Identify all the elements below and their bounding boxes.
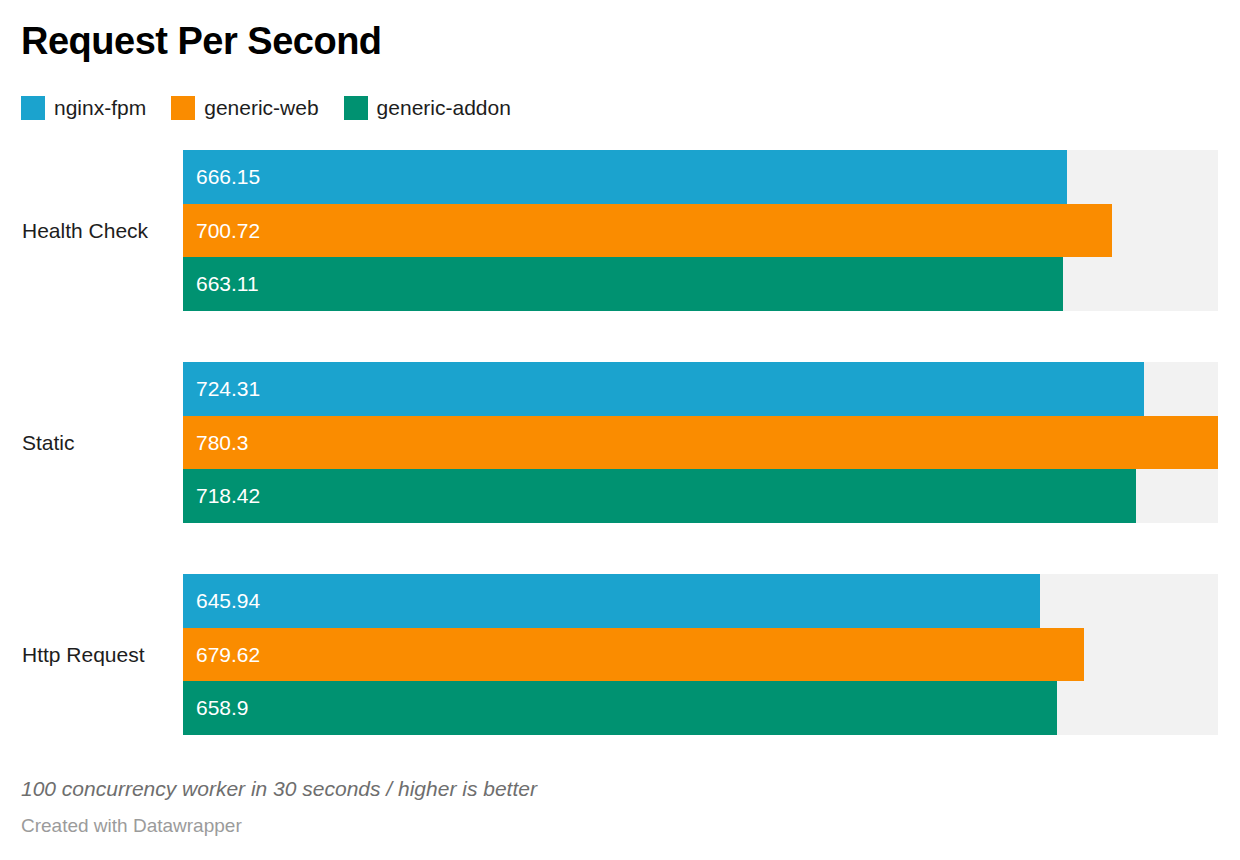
- bar-chart: Health Check 666.15 700.72 663.11 Static 724.…: [0, 150, 1240, 735]
- bar-generic-addon: 663.11: [183, 257, 1063, 311]
- bar-generic-web: 679.62: [183, 628, 1084, 682]
- bar-track: 700.72: [183, 204, 1218, 258]
- legend-label: generic-addon: [377, 96, 511, 120]
- bar-nginx-fpm: 666.15: [183, 150, 1067, 204]
- bar-value-label: 679.62: [183, 643, 260, 667]
- bar-track: 645.94: [183, 574, 1218, 628]
- legend-item-generic-addon: generic-addon: [344, 96, 511, 120]
- page-title: Request Per Second: [21, 20, 382, 63]
- bar-group: Http Request 645.94 679.62 658.9: [0, 574, 1240, 735]
- bar-rows: 724.31 780.3 718.42: [183, 362, 1218, 523]
- chart-footnote: 100 concurrency worker in 30 seconds / h…: [21, 777, 537, 801]
- bar-group: Health Check 666.15 700.72 663.11: [0, 150, 1240, 311]
- bar-value-label: 718.42: [183, 484, 260, 508]
- category-label: Http Request: [22, 643, 145, 667]
- legend-swatch-icon: [344, 96, 368, 120]
- bar-rows: 666.15 700.72 663.11: [183, 150, 1218, 311]
- bar-value-label: 724.31: [183, 377, 260, 401]
- bar-track: 666.15: [183, 150, 1218, 204]
- bar-nginx-fpm: 724.31: [183, 362, 1144, 416]
- bar-track: 658.9: [183, 681, 1218, 735]
- legend-label: generic-web: [204, 96, 318, 120]
- bar-generic-web: 780.3: [183, 416, 1218, 470]
- bar-generic-web: 700.72: [183, 204, 1112, 258]
- bar-value-label: 700.72: [183, 219, 260, 243]
- bar-value-label: 658.9: [183, 696, 249, 720]
- legend: nginx-fpm generic-web generic-addon: [21, 96, 511, 120]
- bar-track: 663.11: [183, 257, 1218, 311]
- bar-value-label: 663.11: [183, 272, 259, 296]
- bar-rows: 645.94 679.62 658.9: [183, 574, 1218, 735]
- bar-track: 679.62: [183, 628, 1218, 682]
- category-label: Static: [22, 431, 75, 455]
- bar-generic-addon: 718.42: [183, 469, 1136, 523]
- legend-swatch-icon: [21, 96, 45, 120]
- bar-value-label: 645.94: [183, 589, 260, 613]
- bar-track: 780.3: [183, 416, 1218, 470]
- datawrapper-attribution: Created with Datawrapper: [21, 815, 242, 837]
- legend-item-generic-web: generic-web: [171, 96, 318, 120]
- legend-item-nginx-fpm: nginx-fpm: [21, 96, 146, 120]
- chart-canvas: Request Per Second nginx-fpm generic-web g…: [0, 0, 1240, 860]
- bar-value-label: 780.3: [183, 431, 249, 455]
- legend-swatch-icon: [171, 96, 195, 120]
- bar-track: 724.31: [183, 362, 1218, 416]
- bar-nginx-fpm: 645.94: [183, 574, 1040, 628]
- bar-group: Static 724.31 780.3 718.42: [0, 362, 1240, 523]
- category-label: Health Check: [22, 219, 148, 243]
- bar-value-label: 666.15: [183, 165, 260, 189]
- bar-generic-addon: 658.9: [183, 681, 1057, 735]
- legend-label: nginx-fpm: [54, 96, 146, 120]
- bar-track: 718.42: [183, 469, 1218, 523]
